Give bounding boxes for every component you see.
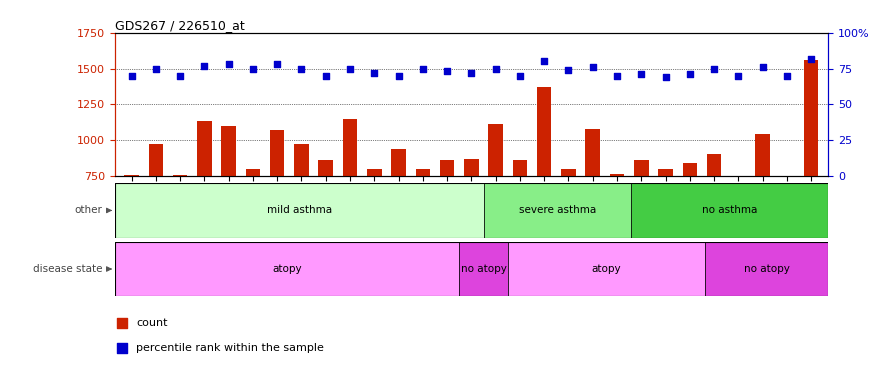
Point [464, 70, 478, 76]
Bar [115, 242, 459, 296]
Bar [803, 60, 818, 283]
Bar [610, 174, 625, 283]
Point [197, 63, 211, 69]
Point [634, 71, 648, 77]
Point [173, 73, 187, 79]
Bar [508, 242, 705, 296]
Bar [246, 168, 260, 283]
Bar [537, 87, 552, 283]
Text: no asthma: no asthma [702, 205, 758, 216]
Text: no atopy: no atopy [744, 264, 789, 274]
Text: mild asthma: mild asthma [267, 205, 331, 216]
Bar [634, 160, 648, 283]
Text: severe asthma: severe asthma [519, 205, 596, 216]
Bar [707, 154, 722, 283]
Point [804, 56, 818, 61]
Point [731, 73, 745, 79]
Point [416, 66, 430, 72]
Bar [561, 168, 575, 283]
Point [221, 61, 235, 67]
Bar [391, 149, 406, 283]
Bar [124, 175, 139, 283]
Bar [632, 183, 828, 238]
Point [529, 4, 544, 10]
Text: GDS267 / 226510_at: GDS267 / 226510_at [115, 19, 244, 32]
Point [513, 73, 527, 79]
Point [149, 66, 163, 72]
Bar [318, 160, 333, 283]
Text: no atopy: no atopy [461, 264, 507, 274]
Point [707, 66, 722, 72]
Point [367, 70, 381, 76]
Bar [683, 163, 697, 283]
Bar [294, 144, 308, 283]
Point [780, 73, 794, 79]
Bar [513, 160, 527, 283]
Text: count: count [136, 318, 167, 328]
Bar [780, 177, 794, 283]
Point [391, 73, 405, 79]
Point [756, 64, 770, 70]
Point [683, 71, 697, 77]
Point [489, 66, 503, 72]
Point [246, 66, 260, 72]
Bar [149, 144, 163, 283]
Point [294, 66, 308, 72]
Point [319, 73, 333, 79]
Point [610, 73, 624, 79]
Bar [197, 122, 211, 283]
Bar [488, 124, 503, 283]
Point [124, 73, 138, 79]
Bar [416, 168, 430, 283]
Bar [658, 168, 673, 283]
Bar [221, 126, 236, 283]
Bar [115, 183, 484, 238]
Text: atopy: atopy [272, 264, 301, 274]
Bar [343, 119, 358, 283]
Bar [484, 183, 632, 238]
Bar [585, 128, 600, 283]
Point [537, 59, 552, 64]
Text: percentile rank within the sample: percentile rank within the sample [136, 343, 324, 354]
Bar [731, 179, 745, 283]
Text: disease state: disease state [33, 264, 102, 274]
Bar [440, 160, 455, 283]
Bar [464, 158, 478, 283]
Bar [705, 242, 828, 296]
Point [658, 74, 672, 80]
Text: atopy: atopy [592, 264, 621, 274]
Bar [459, 242, 508, 296]
Point [270, 61, 285, 67]
Point [343, 66, 357, 72]
Bar [755, 134, 770, 283]
Bar [367, 168, 381, 283]
Point [440, 68, 454, 74]
Point [561, 67, 575, 73]
Bar [270, 130, 285, 283]
Point [529, 237, 544, 243]
Text: other: other [74, 205, 102, 216]
Bar [173, 175, 188, 283]
Point [586, 64, 600, 70]
